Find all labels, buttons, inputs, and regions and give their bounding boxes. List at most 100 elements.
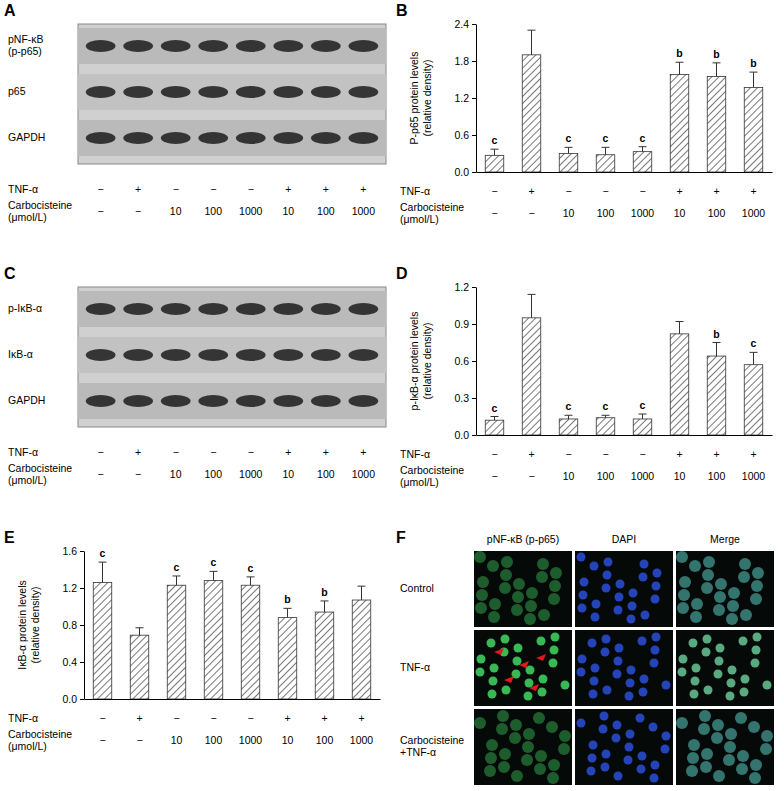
significance-letter: c	[640, 132, 646, 144]
cell	[548, 593, 560, 605]
cell	[686, 765, 698, 777]
y-tick: 0.0	[454, 429, 476, 441]
cell	[715, 657, 724, 666]
y-tick-label: 1.6	[62, 545, 77, 557]
cell	[510, 719, 522, 731]
error-bar-cap	[528, 294, 536, 295]
condition-label: TNF-α	[400, 185, 430, 197]
y-axis-title-line: (relative density)	[421, 59, 433, 136]
cell	[702, 648, 711, 657]
error-bar	[713, 343, 721, 357]
condition-label: Carbocisteine	[400, 201, 464, 213]
cell	[601, 763, 610, 772]
cell	[512, 591, 524, 603]
cell	[723, 754, 735, 766]
condition-value: 100	[317, 468, 335, 480]
condition-value: −	[639, 185, 645, 197]
error-bar-stem	[642, 414, 643, 419]
y-tick: 1.2	[454, 281, 476, 293]
blot-band	[273, 40, 303, 52]
blot-band	[198, 395, 228, 407]
y-tick-mark	[472, 135, 476, 136]
cell	[477, 576, 489, 588]
error-bar	[491, 149, 499, 155]
cell	[590, 677, 599, 686]
y-axis: 0.00.61.21.82.4	[454, 18, 476, 178]
cell	[716, 644, 725, 653]
error-bar-cap	[136, 627, 144, 628]
condition-value: +	[750, 448, 756, 460]
bar	[596, 418, 615, 435]
y-tick-mark	[80, 551, 84, 552]
cell	[603, 571, 612, 580]
chart-panel: Eccccbb0.00.40.81.21.6IκB-α protein leve…	[4, 529, 381, 752]
cell	[535, 750, 547, 762]
cell	[679, 655, 688, 664]
cell	[577, 668, 586, 677]
cell	[691, 677, 700, 686]
cell	[615, 644, 624, 653]
condition-value: +	[676, 185, 682, 197]
condition-value: 1000	[239, 468, 263, 480]
error-bar	[639, 147, 647, 152]
cell	[599, 725, 608, 734]
y-tick-label: 0.0	[454, 429, 469, 441]
cell	[712, 719, 724, 731]
cell	[488, 690, 497, 699]
significance-letter: c	[640, 399, 646, 411]
cell	[679, 576, 691, 588]
error-bar-cap	[750, 72, 758, 73]
blot-band	[123, 40, 153, 52]
error-bar-stem	[287, 608, 288, 617]
blot-band	[348, 303, 378, 315]
condition-value: 10	[282, 205, 294, 217]
y-tick-mark	[472, 398, 476, 399]
cell	[521, 754, 533, 766]
cell	[691, 598, 703, 610]
y-tick: 0.9	[454, 318, 476, 330]
cell	[629, 589, 638, 598]
blot-strip	[78, 291, 386, 327]
bar	[633, 419, 652, 435]
cell	[502, 686, 511, 695]
y-tick: 0.3	[454, 392, 476, 404]
bar	[559, 419, 578, 435]
cell	[602, 635, 611, 644]
y-tick-label: 0.3	[454, 392, 469, 404]
y-tick: 0.6	[454, 129, 476, 141]
arrow	[504, 676, 514, 683]
condition-label: TNF-α	[8, 183, 38, 195]
y-tick-label: 0.8	[62, 619, 77, 631]
cell	[702, 569, 714, 581]
row-label: TNF-α	[400, 661, 430, 673]
condition-value: −	[98, 468, 104, 480]
condition-value: +	[713, 185, 719, 197]
condition-value: 1000	[631, 470, 655, 482]
cell	[739, 637, 748, 646]
significance-letter: c	[566, 400, 572, 412]
error-bar	[750, 72, 758, 87]
cell	[651, 646, 660, 655]
cell	[690, 690, 699, 699]
cell	[498, 761, 510, 773]
condition-value: −	[173, 712, 179, 724]
condition-value: 1000	[352, 205, 376, 217]
condition-value: 100	[205, 734, 223, 746]
blot-band	[86, 40, 116, 52]
cell	[650, 659, 659, 668]
cell	[736, 763, 748, 775]
x-axis	[477, 172, 773, 174]
cell	[678, 589, 690, 601]
error-bar-cap	[491, 416, 499, 417]
blot-band	[311, 40, 341, 52]
error-bar-stem	[753, 72, 754, 87]
y-tick-mark	[80, 588, 84, 589]
cell	[536, 571, 548, 583]
cell	[650, 774, 659, 783]
cell	[537, 637, 546, 646]
cell	[614, 772, 623, 781]
blot-band	[123, 395, 153, 407]
cell	[701, 748, 713, 760]
cell	[737, 750, 749, 762]
condition-value: −	[528, 207, 534, 219]
